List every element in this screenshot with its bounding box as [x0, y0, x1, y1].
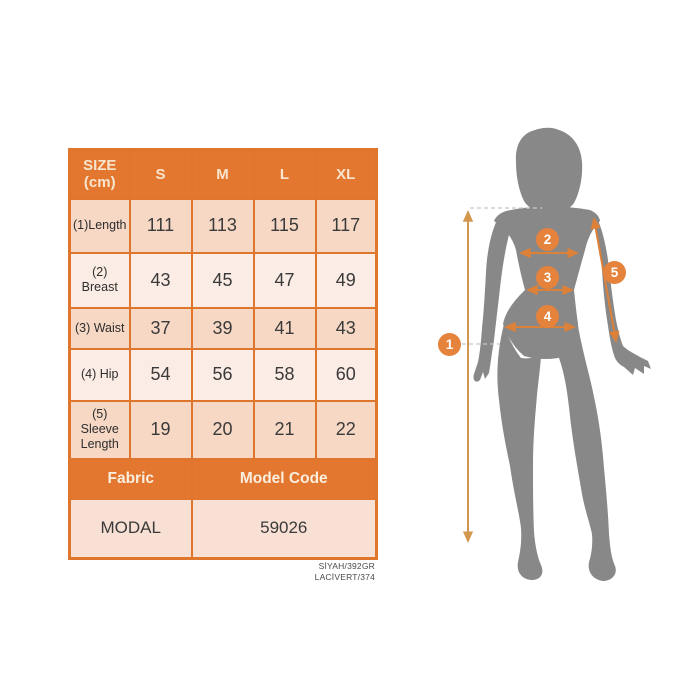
row-label-sleeve: (5) Sleeve Length — [68, 399, 131, 460]
waist-m: 39 — [190, 306, 255, 350]
length-m: 113 — [190, 197, 255, 254]
row-label-breast: (2) Breast — [68, 251, 131, 309]
table-row-hip: (4) Hip 54 56 58 60 — [68, 347, 378, 402]
size-header-row: SIZE (cm) S M L XL — [68, 148, 378, 200]
breast-s: 43 — [128, 251, 193, 309]
waist-xl: 43 — [314, 306, 378, 350]
table-row-footer-values: MODAL 59026 — [68, 497, 378, 560]
table-row-sleeve: (5) Sleeve Length 19 20 21 22 — [68, 399, 378, 460]
fabric-value: MODAL — [68, 497, 193, 560]
sleeve-l: 21 — [252, 399, 317, 460]
size-col-header-xl: XL — [314, 148, 378, 200]
size-col-header-s: S — [128, 148, 193, 200]
breast-xl: 49 — [314, 251, 378, 309]
row-label-length: (1)Length — [68, 197, 131, 254]
length-l: 115 — [252, 197, 317, 254]
hip-l: 58 — [252, 347, 317, 402]
sleeve-m: 20 — [190, 399, 255, 460]
measurement-diagram: 1 2 3 4 5 — [420, 110, 700, 610]
table-row-waist: (3) Waist 37 39 41 43 — [68, 306, 378, 350]
measure-marker-2: 2 — [536, 228, 559, 251]
size-chart-table: SIZE (cm) S M L XL (1)Length 111 113 115… — [68, 148, 378, 560]
silhouette-right-leg — [559, 326, 616, 581]
measure-marker-5: 5 — [603, 261, 626, 284]
body-silhouette-svg — [462, 127, 651, 581]
size-col-header-m: M — [190, 148, 255, 200]
color-weight-notes: SİYAH/392GR LACİVERT/374 — [68, 561, 375, 583]
table-row-breast: (2) Breast 43 45 47 49 — [68, 251, 378, 309]
silhouette-right-arm — [590, 212, 651, 375]
hip-s: 54 — [128, 347, 193, 402]
note-line-1: SİYAH/392GR — [318, 561, 375, 571]
table-row-footer-header: Fabric Model Code — [68, 457, 378, 500]
size-unit-header: SIZE (cm) — [68, 148, 131, 200]
woman-silhouette — [473, 127, 651, 581]
silhouette-left-arm — [473, 213, 513, 382]
length-xl: 117 — [314, 197, 378, 254]
silhouette-head — [515, 127, 583, 213]
note-line-2: LACİVERT/374 — [314, 572, 375, 582]
waist-l: 41 — [252, 306, 317, 350]
model-code-header: Model Code — [190, 457, 378, 500]
length-s: 111 — [128, 197, 193, 254]
measure-marker-1: 1 — [438, 333, 461, 356]
hip-xl: 60 — [314, 347, 378, 402]
hip-m: 56 — [190, 347, 255, 402]
fabric-header: Fabric — [68, 457, 193, 500]
waist-s: 37 — [128, 306, 193, 350]
row-label-hip: (4) Hip — [68, 347, 131, 402]
size-col-header-l: L — [252, 148, 317, 200]
sleeve-s: 19 — [128, 399, 193, 460]
model-code-value: 59026 — [190, 497, 378, 560]
row-label-waist: (3) Waist — [68, 306, 131, 350]
measure-marker-3: 3 — [536, 266, 559, 289]
size-header-line2: (cm) — [83, 174, 116, 192]
silhouette-left-leg — [497, 324, 543, 580]
table-row-length: (1)Length 111 113 115 117 — [68, 197, 378, 254]
size-header-line1: SIZE — [83, 157, 117, 174]
sleeve-xl: 22 — [314, 399, 378, 460]
measure-marker-4: 4 — [536, 305, 559, 328]
breast-l: 47 — [252, 251, 317, 309]
breast-m: 45 — [190, 251, 255, 309]
